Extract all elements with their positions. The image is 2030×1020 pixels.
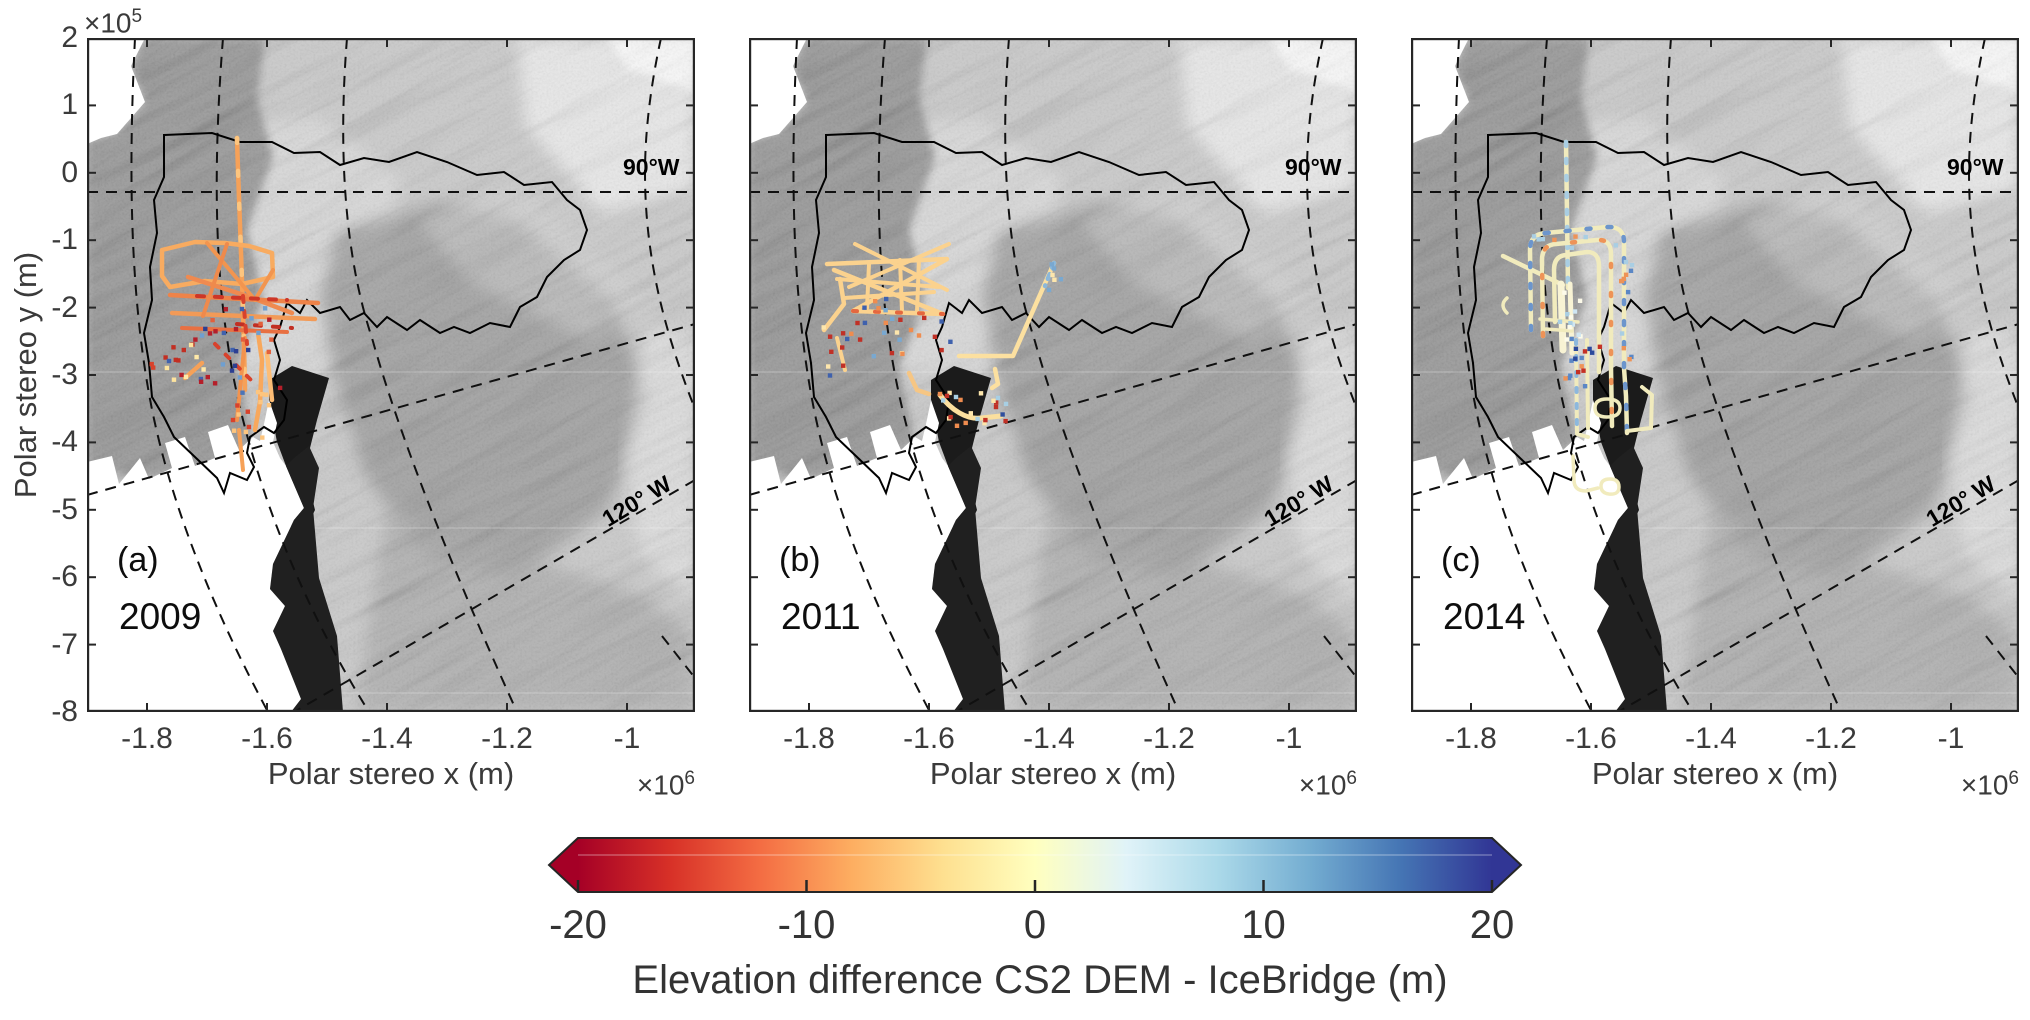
x-tick-label: -1.2 xyxy=(481,722,533,755)
x-tick-label: -1.4 xyxy=(1023,722,1075,755)
meridian-90w-label: 90°W xyxy=(1285,154,1342,180)
colorbar-tick-label: 10 xyxy=(1241,903,1286,947)
x-tick-label: -1.6 xyxy=(241,722,293,755)
y-tick-label: -7 xyxy=(51,627,78,661)
colorbar xyxy=(547,837,1523,899)
colorbar-gradient xyxy=(547,837,1523,893)
panel-letter-label: (a) xyxy=(117,541,159,579)
x-tick-label: -1.6 xyxy=(1565,722,1617,755)
y-tick-label: -1 xyxy=(51,223,78,257)
x-tick-label: -1.8 xyxy=(121,722,173,755)
x-axis-label: Polar stereo x (m) xyxy=(929,756,1177,791)
hillshade-map-2009 xyxy=(87,38,695,712)
x-axis-exponent: ×106 xyxy=(636,768,695,801)
x-tick-label: -1.2 xyxy=(1805,722,1857,755)
panel-year-label: 2011 xyxy=(781,596,861,637)
map-panel-2011: (b) 2011 90°W 120° W -1.8 -1.6 -1.4 -1.2 -1 Polar… xyxy=(749,38,1357,800)
panel-year-label: 2014 xyxy=(1443,596,1526,637)
colorbar-label: Elevation difference CS2 DEM - IceBridge… xyxy=(632,958,1448,1002)
y-tick-label: -3 xyxy=(51,358,78,391)
y-tick-label: -8 xyxy=(51,695,78,728)
colorbar-tick-label: -10 xyxy=(777,903,836,947)
map-panel-2014: (c) 2014 90°W 120° W -1.8 -1.6 -1.4 -1.2 -1 Polar… xyxy=(1411,38,2019,800)
y-axis-exponent: ×105 xyxy=(84,6,143,39)
y-tick-label: 2 xyxy=(61,21,78,54)
x-tick-label: -1 xyxy=(613,722,641,755)
x-axis-exponent: ×106 xyxy=(1960,768,2019,801)
panel-letter-label: (c) xyxy=(1441,541,1481,579)
x-tick-label: -1.4 xyxy=(361,722,413,755)
x-tick-label: -1.4 xyxy=(1685,722,1737,755)
hillshade-map-2014 xyxy=(1411,38,2019,712)
panel-letter-label: (b) xyxy=(779,541,821,579)
y-tick-label: -6 xyxy=(51,560,78,594)
x-axis-label: Polar stereo x (m) xyxy=(1591,756,1839,791)
y-tick-label: -5 xyxy=(51,492,78,526)
panel-year-label: 2009 xyxy=(119,596,202,637)
x-tick-label: -1 xyxy=(1275,722,1303,755)
x-axis-label: Polar stereo x (m) xyxy=(267,756,515,791)
meridian-90w-label: 90°W xyxy=(623,154,680,180)
meridian-90w-label: 90°W xyxy=(1947,154,2004,180)
map-panel-2009: (a) 2009 90°W 120° W -1.8 -1.6 -1.4 -1.2 -1 Polar… xyxy=(87,38,695,800)
x-axis-exponent: ×106 xyxy=(1298,768,1357,801)
colorbar-tick-label: 0 xyxy=(1023,903,1047,947)
x-tick-label: -1.2 xyxy=(1143,722,1195,755)
y-tick-label: -4 xyxy=(51,425,78,459)
x-tick-label: -1.8 xyxy=(783,722,835,755)
colorbar-tick-label: -20 xyxy=(549,903,607,947)
x-tick-label: -1.8 xyxy=(1445,722,1497,755)
colorbar-tick-label: 20 xyxy=(1469,903,1515,947)
y-tick-label: 0 xyxy=(61,155,78,189)
hillshade-map-2011 xyxy=(749,38,1357,712)
y-tick-label: -2 xyxy=(51,290,78,324)
x-tick-label: -1 xyxy=(1937,722,1965,755)
x-tick-label: -1.6 xyxy=(903,722,955,755)
y-tick-label: 1 xyxy=(61,88,78,122)
